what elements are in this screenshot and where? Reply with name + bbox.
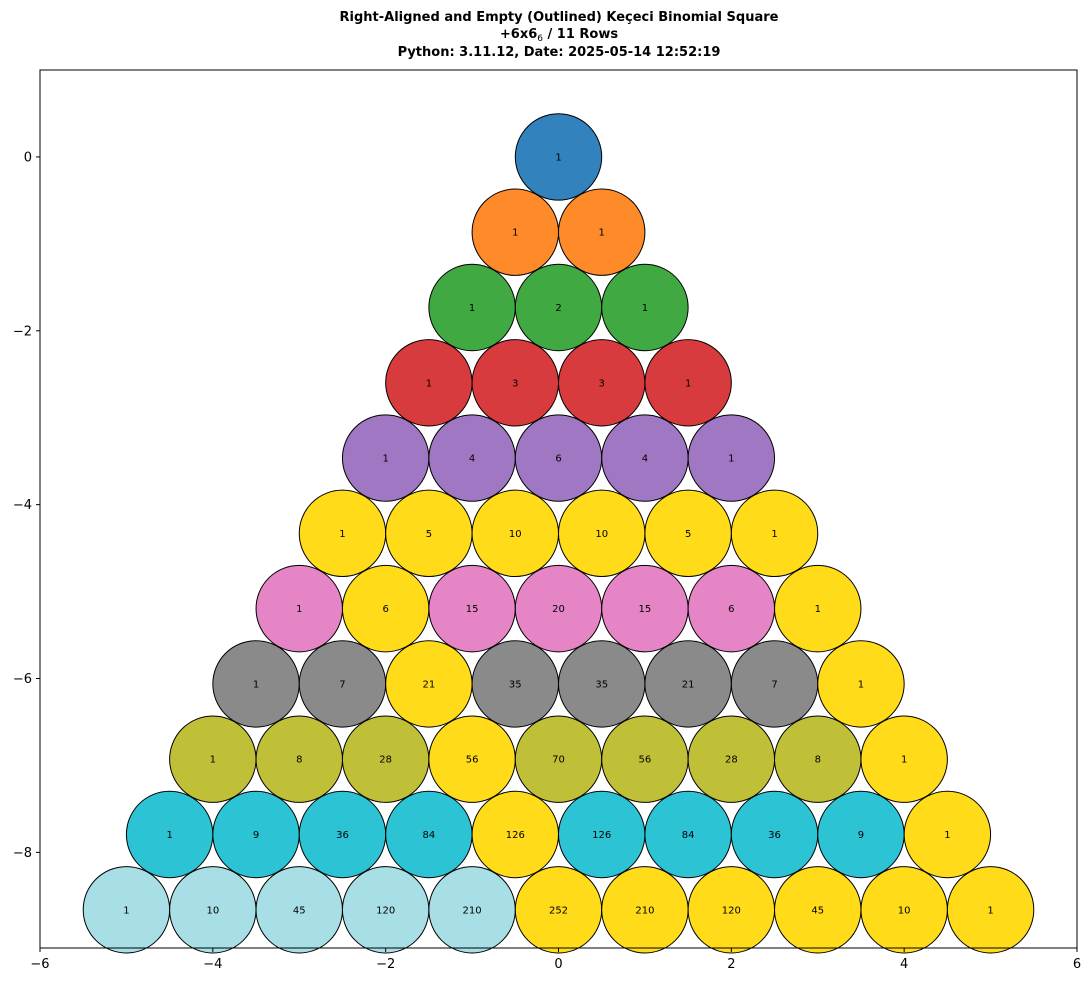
value-label-r6-c0: 1 [296,604,302,615]
value-label-r9-c3: 84 [423,830,436,841]
value-label-r10-c5: 252 [549,905,568,916]
value-label-r7-c6: 7 [771,679,777,690]
chart-title-line-3: Python: 3.11.12, Date: 2025-05-14 12:52:… [398,45,721,60]
value-label-r7-c5: 21 [682,679,695,690]
value-label-r8-c8: 1 [901,755,907,766]
value-label-r5-c1: 5 [426,529,432,540]
value-label-r10-c4: 210 [463,905,482,916]
value-label-r7-c1: 7 [339,679,345,690]
value-label-r8-c0: 1 [210,755,216,766]
value-label-r4-c2: 6 [555,454,561,465]
chart-title-line-1: Right-Aligned and Empty (Outlined) Keçec… [340,10,779,25]
value-label-r6-c2: 15 [466,604,479,615]
value-label-r8-c5: 56 [639,755,652,766]
value-label-r10-c8: 45 [811,905,824,916]
x-tick-label: 0 [554,957,562,972]
ball-r2-c2 [601,263,689,352]
value-label-r9-c8: 9 [858,830,864,841]
value-label-r1-c1: 1 [599,228,605,239]
value-label-r9-c9: 1 [944,830,950,841]
y-tick-label: −6 [13,672,32,687]
value-label-r9-c1: 9 [253,830,259,841]
value-label-r10-c0: 1 [123,905,129,916]
ball-r6-c6 [774,564,862,653]
ball-r1-c1 [558,188,646,276]
value-label-r5-c4: 5 [685,529,691,540]
value-label-r2-c1: 2 [555,303,561,314]
ball-r9-c9 [903,790,992,879]
value-label-r3-c1: 3 [512,378,518,389]
value-label-r5-c3: 10 [595,529,608,540]
value-label-r3-c0: 1 [426,378,432,389]
value-label-r8-c7: 8 [815,755,821,766]
value-label-r5-c0: 1 [339,529,345,540]
value-label-r8-c6: 28 [725,755,738,766]
value-label-r6-c4: 15 [639,604,652,615]
title-subscript: 6 [537,34,543,44]
value-label-r10-c2: 45 [293,905,306,916]
value-label-r8-c3: 56 [466,755,479,766]
value-label-r9-c4: 126 [506,830,525,841]
value-label-r1-c0: 1 [512,228,518,239]
value-label-r7-c2: 21 [423,679,436,690]
value-label-r10-c1: 10 [206,905,219,916]
x-tick-label: −6 [30,957,49,972]
value-label-r3-c2: 3 [599,378,605,389]
ball-r5-c5 [730,489,819,578]
value-label-r10-c6: 210 [635,905,654,916]
value-label-r3-c3: 1 [685,378,691,389]
value-label-r6-c5: 6 [728,604,734,615]
title-rows-label: / 11 Rows [543,27,618,42]
value-label-r4-c4: 1 [728,454,734,465]
value-label-r4-c1: 4 [469,454,475,465]
value-label-r7-c4: 35 [595,679,608,690]
title-square-label: +6x6 [500,27,537,42]
value-label-r8-c4: 70 [552,755,565,766]
value-label-r7-c7: 1 [858,679,864,690]
ball-r4-c4 [687,414,776,502]
value-label-r4-c3: 4 [642,454,648,465]
value-label-r9-c0: 1 [166,830,172,841]
y-tick-label: −4 [13,498,32,513]
ball-r0-c0 [514,113,603,201]
value-label-r2-c2: 1 [642,303,648,314]
y-tick-label: −2 [13,324,32,339]
value-label-r10-c10: 1 [987,905,993,916]
value-label-r0-c0: 1 [555,152,561,163]
chart-axes: −6 −4 −2 0 2 4 6 0 −2 −4 −6 −8 [13,150,1081,972]
y-tick-label: −8 [13,846,32,861]
value-label-r10-c3: 120 [376,905,395,916]
value-label-r10-c7: 120 [722,905,741,916]
value-label-r9-c7: 36 [768,830,781,841]
x-tick-label: 2 [727,957,735,972]
x-tick-label: −2 [376,957,395,972]
value-label-r8-c2: 28 [379,755,392,766]
value-label-r6-c6: 1 [815,604,821,615]
chart-marks: 11 11 2 11 3 3 11 4 6 4 11 5 10 10 5 11 6 15 20 15 6 11 7 21 35 3… [82,113,1035,954]
ball-r8-c8 [860,715,948,803]
ball-r3-c3 [644,339,732,427]
value-label-r6-c3: 20 [552,604,565,615]
x-tick-label: 6 [1073,957,1081,972]
value-label-r8-c1: 8 [296,755,302,766]
ball-r7-c7 [817,640,905,728]
ball-r10-c10 [946,866,1035,954]
y-tick-label: 0 [24,150,32,165]
value-label-r10-c9: 10 [898,905,911,916]
value-label-r4-c0: 1 [382,454,388,465]
value-label-r2-c0: 1 [469,303,475,314]
value-label-r9-c6: 84 [682,830,695,841]
value-label-r6-c1: 6 [382,604,388,615]
value-label-r7-c3: 35 [509,679,522,690]
chart-title-line-2: +6x66 / 11 Rows [500,27,618,44]
value-label-r5-c2: 10 [509,529,522,540]
value-label-r9-c5: 126 [592,830,611,841]
value-label-r9-c2: 36 [336,830,349,841]
x-tick-label: 4 [900,957,908,972]
value-label-r7-c0: 1 [253,679,259,690]
x-tick-label: −4 [203,957,222,972]
value-label-r5-c5: 1 [771,529,777,540]
